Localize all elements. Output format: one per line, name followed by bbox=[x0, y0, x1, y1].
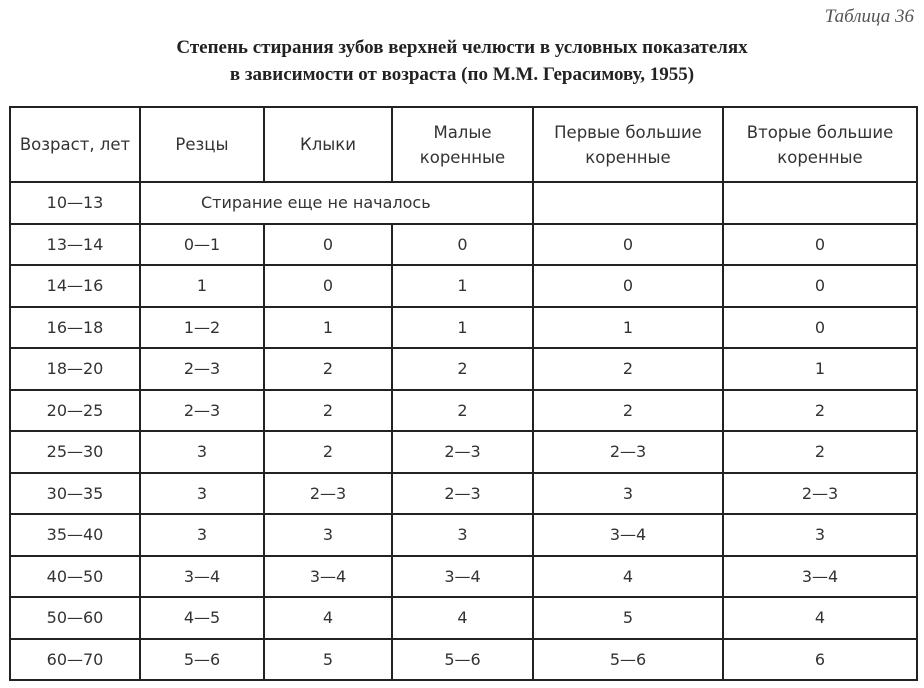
cell: 0 bbox=[722, 264, 918, 308]
cell: 2 bbox=[722, 388, 918, 432]
cell-age: 14—16 bbox=[9, 264, 141, 308]
cell-note: Стирание еще не началось bbox=[139, 181, 534, 225]
cell: 1 bbox=[263, 305, 393, 349]
cell bbox=[722, 181, 918, 225]
cell: 5—6 bbox=[391, 637, 534, 681]
cell: 0 bbox=[263, 222, 393, 266]
tooth-wear-table: Возраст, лет Резцы Клыки Малые коренные … bbox=[9, 106, 918, 681]
cell: 2 bbox=[532, 347, 724, 391]
cell: 0—1 bbox=[139, 222, 265, 266]
header-incisors: Резцы bbox=[139, 106, 265, 183]
title-line-1: Степень стирания зубов верхней челюсти в… bbox=[176, 37, 748, 58]
cell: 0 bbox=[391, 222, 534, 266]
cell: 0 bbox=[532, 222, 724, 266]
table-row: 40—50 3—4 3—4 3—4 4 3—4 bbox=[9, 554, 918, 598]
cell: 4 bbox=[391, 596, 534, 640]
cell: 2—3 bbox=[532, 430, 724, 474]
cell: 2—3 bbox=[263, 471, 393, 515]
cell-age: 50—60 bbox=[9, 596, 141, 640]
cell-age: 40—50 bbox=[9, 554, 141, 598]
cell-age: 10—13 bbox=[9, 181, 141, 225]
cell: 3—4 bbox=[722, 554, 918, 598]
cell: 4 bbox=[722, 596, 918, 640]
cell: 3 bbox=[532, 471, 724, 515]
cell: 5 bbox=[263, 637, 393, 681]
cell: 2 bbox=[391, 347, 534, 391]
cell: 2 bbox=[263, 347, 393, 391]
cell: 3 bbox=[263, 513, 393, 557]
table-title: Степень стирания зубов верхней челюсти в… bbox=[0, 34, 924, 88]
cell: 3—4 bbox=[139, 554, 265, 598]
cell: 3—4 bbox=[532, 513, 724, 557]
cell-age: 60—70 bbox=[9, 637, 141, 681]
table-row: 18—20 2—3 2 2 2 1 bbox=[9, 347, 918, 391]
header-row: Возраст, лет Резцы Клыки Малые коренные … bbox=[9, 106, 918, 183]
header-second-molars: Вторые большие коренные bbox=[722, 106, 918, 183]
table-row: 14—16 1 0 1 0 0 bbox=[9, 264, 918, 308]
header-premolars: Малые коренные bbox=[391, 106, 534, 183]
cell-age: 16—18 bbox=[9, 305, 141, 349]
header-age: Возраст, лет bbox=[9, 106, 141, 183]
header-canines: Клыки bbox=[263, 106, 393, 183]
cell: 4 bbox=[263, 596, 393, 640]
cell: 2—3 bbox=[391, 430, 534, 474]
title-line-2: в зависимости от возраста (по М.М. Герас… bbox=[229, 64, 695, 85]
cell: 2—3 bbox=[139, 347, 265, 391]
cell: 2—3 bbox=[391, 471, 534, 515]
cell: 1 bbox=[139, 264, 265, 308]
header-first-molars: Первые большие коренные bbox=[532, 106, 724, 183]
table-row: 50—60 4—5 4 4 5 4 bbox=[9, 596, 918, 640]
cell: 6 bbox=[722, 637, 918, 681]
cell: 0 bbox=[263, 264, 393, 308]
table-row: 20—25 2—3 2 2 2 2 bbox=[9, 388, 918, 432]
cell: 2 bbox=[391, 388, 534, 432]
cell-age: 30—35 bbox=[9, 471, 141, 515]
cell-age: 25—30 bbox=[9, 430, 141, 474]
cell: 3 bbox=[139, 430, 265, 474]
cell: 1 bbox=[391, 264, 534, 308]
cell: 3 bbox=[139, 471, 265, 515]
cell: 1 bbox=[532, 305, 724, 349]
cell-age: 13—14 bbox=[9, 222, 141, 266]
table-row: 10—13 Стирание еще не началось bbox=[9, 181, 918, 225]
table-row: 13—14 0—1 0 0 0 0 bbox=[9, 222, 918, 266]
cell bbox=[532, 181, 724, 225]
cell-age: 18—20 bbox=[9, 347, 141, 391]
table-row: 16—18 1—2 1 1 1 0 bbox=[9, 305, 918, 349]
cell: 1 bbox=[722, 347, 918, 391]
cell: 3 bbox=[391, 513, 534, 557]
cell: 5 bbox=[532, 596, 724, 640]
table-row: 25—30 3 2 2—3 2—3 2 bbox=[9, 430, 918, 474]
cell: 3 bbox=[722, 513, 918, 557]
cell: 3—4 bbox=[263, 554, 393, 598]
table-number: Таблица 36 bbox=[824, 6, 914, 27]
cell: 2 bbox=[263, 430, 393, 474]
cell: 2—3 bbox=[722, 471, 918, 515]
table-row: 30—35 3 2—3 2—3 3 2—3 bbox=[9, 471, 918, 515]
cell: 5—6 bbox=[139, 637, 265, 681]
cell: 3—4 bbox=[391, 554, 534, 598]
cell: 1 bbox=[391, 305, 534, 349]
cell: 2 bbox=[722, 430, 918, 474]
cell: 4—5 bbox=[139, 596, 265, 640]
cell: 0 bbox=[722, 305, 918, 349]
table-row: 35—40 3 3 3 3—4 3 bbox=[9, 513, 918, 557]
cell: 0 bbox=[532, 264, 724, 308]
cell: 2 bbox=[263, 388, 393, 432]
cell: 2 bbox=[532, 388, 724, 432]
cell: 2—3 bbox=[139, 388, 265, 432]
cell-age: 35—40 bbox=[9, 513, 141, 557]
cell: 1—2 bbox=[139, 305, 265, 349]
cell-age: 20—25 bbox=[9, 388, 141, 432]
table-row: 60—70 5—6 5 5—6 5—6 6 bbox=[9, 637, 918, 681]
cell: 4 bbox=[532, 554, 724, 598]
cell: 3 bbox=[139, 513, 265, 557]
cell: 0 bbox=[722, 222, 918, 266]
cell: 5—6 bbox=[532, 637, 724, 681]
